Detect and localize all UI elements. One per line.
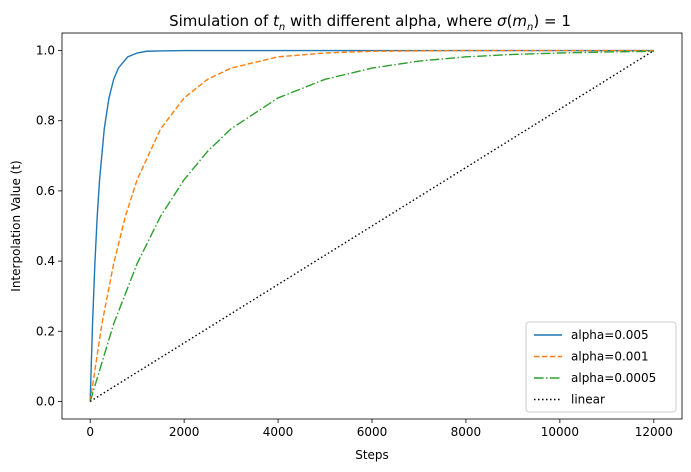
y-axis: 0.0 0.2 0.4 0.6 0.8 1.0 bbox=[36, 44, 62, 408]
y-tick-label: 1.0 bbox=[36, 44, 55, 58]
x-axis: 0 2000 4000 6000 8000 10000 12000 bbox=[86, 419, 673, 439]
legend-label-2: alpha=0.0005 bbox=[571, 371, 656, 385]
legend-label-0: alpha=0.005 bbox=[571, 328, 649, 342]
series-layer bbox=[89, 49, 655, 403]
y-tick-label: 0.0 bbox=[36, 394, 55, 408]
x-tick-label: 0 bbox=[86, 425, 94, 439]
x-axis-label: Steps bbox=[355, 448, 389, 462]
x-tick-label: 2000 bbox=[169, 425, 200, 439]
chart-title: Simulation of tn with different alpha, w… bbox=[169, 12, 571, 33]
x-tick-label: 6000 bbox=[357, 425, 388, 439]
y-tick-label: 0.2 bbox=[36, 324, 55, 338]
x-tick-label: 4000 bbox=[263, 425, 294, 439]
series-line-2 bbox=[89, 50, 654, 402]
x-tick-label: 12000 bbox=[635, 425, 673, 439]
legend-box bbox=[525, 321, 677, 413]
y-axis-label: Interpolation Value (t) bbox=[9, 160, 23, 291]
y-tick-label: 0.4 bbox=[36, 254, 55, 268]
x-tick-label: 8000 bbox=[451, 425, 482, 439]
legend-label-1: alpha=0.001 bbox=[571, 350, 649, 364]
series-line-3 bbox=[89, 49, 655, 403]
y-tick-label: 0.6 bbox=[36, 184, 55, 198]
series-line-1 bbox=[89, 49, 654, 402]
legend: alpha=0.005 alpha=0.001 alpha=0.0005 linear bbox=[525, 321, 677, 413]
x-tick-label: 10000 bbox=[541, 425, 579, 439]
legend-label-3: linear bbox=[571, 393, 605, 407]
y-tick-label: 0.8 bbox=[36, 114, 55, 128]
series-line-0 bbox=[89, 49, 654, 402]
